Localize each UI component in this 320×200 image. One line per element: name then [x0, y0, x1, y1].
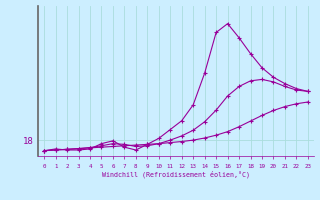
X-axis label: Windchill (Refroidissement éolien,°C): Windchill (Refroidissement éolien,°C) — [102, 170, 250, 178]
